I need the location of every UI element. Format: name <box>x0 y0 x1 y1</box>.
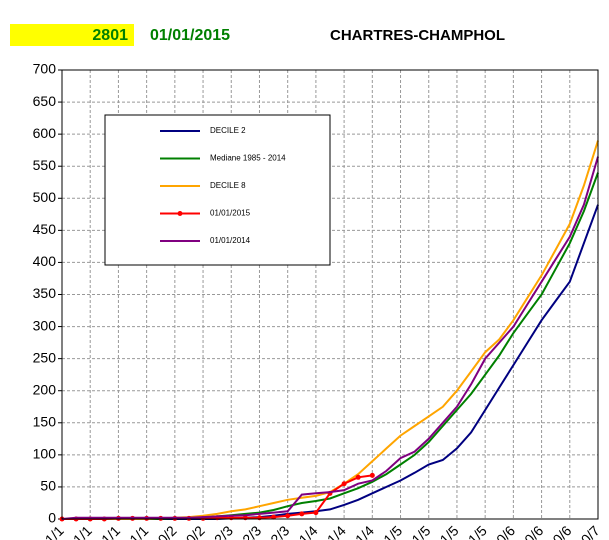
y-tick-label: 650 <box>33 93 57 109</box>
station-box <box>10 24 134 46</box>
x-tick-label: 1/4 <box>296 522 321 540</box>
x-tick-label: 10/7 <box>572 522 603 540</box>
x-tick-label: 11/1 <box>65 522 95 540</box>
legend-label: DECILE 2 <box>210 126 246 135</box>
y-tick-label: 150 <box>33 413 57 429</box>
y-tick-label: 350 <box>33 285 57 301</box>
x-tick-label: 1/5 <box>380 522 405 540</box>
series-marker <box>285 513 291 519</box>
series-marker <box>299 511 305 517</box>
series-marker <box>369 472 375 478</box>
x-tick-label: 31/5 <box>459 522 490 540</box>
x-tick-label: 11/5 <box>404 522 434 540</box>
x-tick-label: 22/3 <box>262 522 293 540</box>
plot-frame <box>61 69 599 520</box>
x-tick-label: 21/4 <box>346 522 377 540</box>
series-marker <box>341 481 347 487</box>
x-tick-label: 31/1 <box>121 522 152 540</box>
y-tick-label: 100 <box>33 446 57 462</box>
y-tick-label: 550 <box>33 157 57 173</box>
y-tick-label: 700 <box>33 61 57 77</box>
y-tick-label: 250 <box>33 349 57 365</box>
y-tick-label: 300 <box>33 317 57 333</box>
x-tick-label: 10/2 <box>149 522 180 540</box>
x-tick-label: 20/6 <box>516 522 547 540</box>
x-tick-label: 2/3 <box>211 522 236 540</box>
y-tick-label: 0 <box>48 510 56 526</box>
y-tick-label: 50 <box>40 478 56 494</box>
x-tick-label: 12/3 <box>234 522 265 540</box>
legend-label: DECILE 8 <box>210 181 246 190</box>
y-tick-label: 500 <box>33 189 57 205</box>
x-tick-label: 21/5 <box>431 522 462 540</box>
y-tick-label: 450 <box>33 221 57 237</box>
legend-label: 01/01/2014 <box>210 236 251 245</box>
date: 01/01/2015 <box>150 27 230 44</box>
legend-box <box>104 114 331 266</box>
legend: DECILE 2 Mediane 1985 - 2014 DECILE 8 01/01… <box>104 114 331 266</box>
x-tick-label: 1/1 <box>42 522 67 540</box>
series-line <box>61 156 599 520</box>
x-tick-label: 11/4 <box>319 522 349 540</box>
x-tick-label: 10/6 <box>488 522 519 540</box>
chart-title: CHARTRES-CHAMPHOL <box>330 27 505 44</box>
y-tick-label: 400 <box>33 253 57 269</box>
series-marker <box>313 510 319 516</box>
y-tick-label: 600 <box>33 125 57 141</box>
y-tick-label: 200 <box>33 381 57 397</box>
station: 2801 <box>92 27 128 44</box>
legend-label: 01/01/2015 <box>210 209 251 218</box>
x-tick-label: 20/2 <box>177 522 208 540</box>
series-marker <box>355 474 361 480</box>
x-tick-label: 21/1 <box>93 522 124 540</box>
legend-marker <box>177 211 183 216</box>
series-marker <box>271 514 277 520</box>
series-line <box>62 474 373 520</box>
legend-label: Mediane 1985 - 2014 <box>210 154 286 163</box>
x-tick-label: 30/6 <box>544 522 575 540</box>
